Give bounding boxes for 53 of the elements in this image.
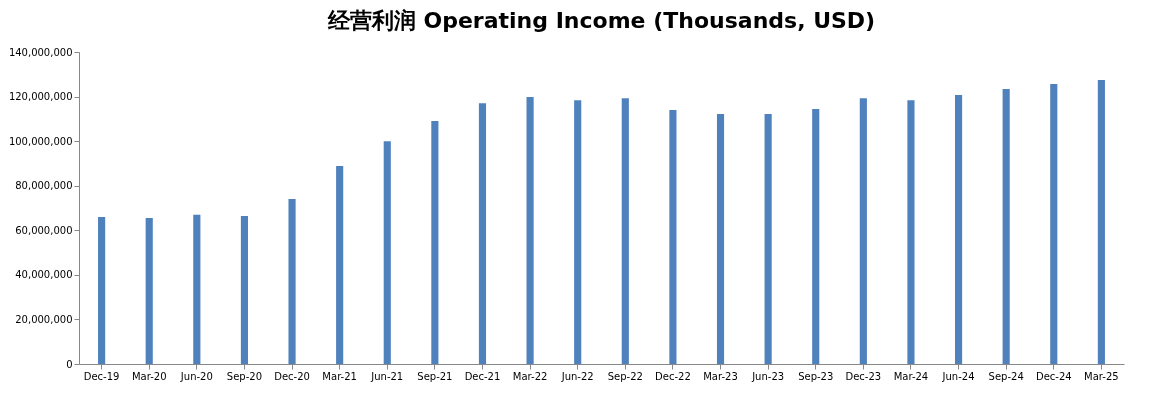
x-tick-label: Mar-25 xyxy=(1084,370,1119,382)
x-tick-label: Sep-21 xyxy=(417,370,453,382)
x-tick-label: Sep-20 xyxy=(226,370,263,382)
bar xyxy=(812,109,820,364)
bar xyxy=(1002,88,1010,364)
x-tick-label: Mar-24 xyxy=(893,370,929,382)
x-tick-label: Mar-21 xyxy=(322,370,357,382)
y-tick-label: 0 xyxy=(66,358,73,370)
bar xyxy=(193,214,201,364)
bar xyxy=(1097,80,1105,364)
bar xyxy=(288,199,296,364)
x-tick-label: Sep-24 xyxy=(988,370,1024,382)
x-tick-label: Mar-23 xyxy=(703,370,738,382)
bar xyxy=(859,98,867,364)
bar xyxy=(145,218,153,364)
x-tick-label: Jun-20 xyxy=(179,370,213,382)
y-tick-label: 140,000,000 xyxy=(8,46,73,58)
y-tick-label: 40,000,000 xyxy=(15,269,73,281)
bar xyxy=(669,109,677,364)
bar xyxy=(621,98,629,364)
x-tick-label: Sep-22 xyxy=(607,370,643,382)
x-tick-label: Jun-24 xyxy=(941,370,975,382)
x-tick-label: Dec-21 xyxy=(464,370,501,382)
y-tick-label: 80,000,000 xyxy=(15,180,73,192)
x-tick-label: Dec-23 xyxy=(845,370,882,382)
x-tick-label: Mar-20 xyxy=(131,370,167,382)
x-tick-label: Jun-21 xyxy=(370,370,404,382)
bar xyxy=(431,121,439,364)
bar xyxy=(336,166,344,364)
y-tick-label: 120,000,000 xyxy=(8,91,73,103)
bar xyxy=(764,113,772,364)
x-tick-label: Sep-23 xyxy=(798,370,834,382)
chart-title: 经营利润 Operating Income (Thousands, USD) xyxy=(326,8,876,33)
bar xyxy=(574,100,582,364)
x-tick-label: Dec-22 xyxy=(655,370,691,382)
y-tick-label: 20,000,000 xyxy=(15,313,73,325)
x-tick-label: Dec-19 xyxy=(83,370,120,382)
x-tick-label: Jun-22 xyxy=(560,370,594,382)
x-tick-label: Mar-22 xyxy=(512,370,548,382)
bar xyxy=(383,141,391,364)
x-tick-label: Jun-23 xyxy=(751,370,785,382)
bar xyxy=(240,216,249,364)
bar xyxy=(526,97,534,364)
bar xyxy=(1050,84,1058,364)
bar xyxy=(716,113,725,364)
y-tick-label: 60,000,000 xyxy=(15,224,73,236)
bar xyxy=(907,100,915,364)
bar xyxy=(954,95,963,364)
x-tick-label: Dec-24 xyxy=(1035,370,1072,382)
bar xyxy=(98,216,106,364)
y-tick-label: 100,000,000 xyxy=(8,135,73,147)
bar xyxy=(478,103,487,364)
x-tick-label: Dec-20 xyxy=(274,370,310,382)
